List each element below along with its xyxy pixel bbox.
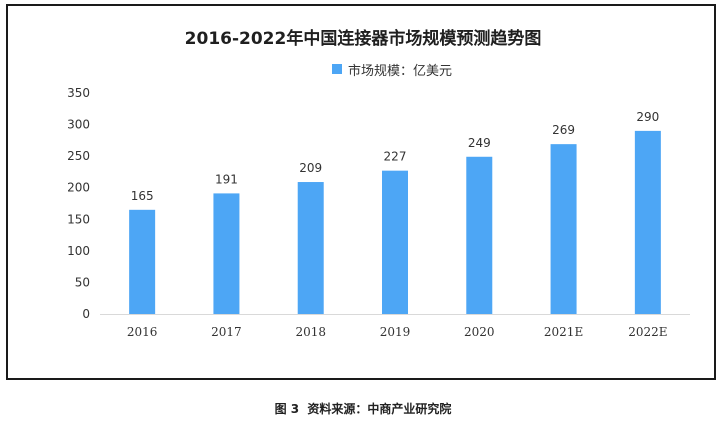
bar xyxy=(466,156,493,314)
legend-label: 市场规模：亿美元 xyxy=(348,64,453,79)
legend: 市场规模：亿美元 xyxy=(332,60,453,79)
y-tick-label: 200 xyxy=(67,181,90,195)
x-tick-label: 2020 xyxy=(464,325,495,339)
data-label: 290 xyxy=(636,110,659,124)
y-tick-label: 150 xyxy=(67,212,90,226)
data-label: 249 xyxy=(468,136,491,150)
x-tick-label: 2022E xyxy=(628,325,667,339)
figure-caption: 图 3 资料来源：中商产业研究院 xyxy=(0,400,726,417)
x-tick-label: 2021E xyxy=(544,325,583,339)
x-tick-label: 2018 xyxy=(295,325,326,339)
legend-swatch xyxy=(332,63,342,74)
chart-title: 2016-2022年中国连接器市场规模预测趋势图 xyxy=(184,29,542,49)
y-tick-label: 50 xyxy=(75,275,90,289)
y-tick-label: 100 xyxy=(67,244,90,258)
y-tick-label: 0 xyxy=(82,307,90,321)
x-tick-label: 2016 xyxy=(127,325,158,339)
bar xyxy=(550,144,577,314)
data-label: 165 xyxy=(131,189,154,203)
bar xyxy=(297,182,324,314)
x-tick-label: 2019 xyxy=(380,325,411,339)
bar xyxy=(382,170,408,314)
y-tick-label: 300 xyxy=(67,118,90,132)
bar xyxy=(634,130,661,314)
data-label: 209 xyxy=(299,161,322,175)
y-tick-label: 250 xyxy=(67,149,90,163)
figure-label: 图 3 xyxy=(274,402,300,416)
data-label: 269 xyxy=(552,123,575,137)
data-label: 227 xyxy=(384,150,407,164)
source-text: 资料来源：中商产业研究院 xyxy=(307,402,452,416)
bar xyxy=(213,193,240,314)
bar xyxy=(129,209,156,314)
data-label: 191 xyxy=(215,172,238,186)
y-tick-label: 350 xyxy=(67,86,90,100)
chart-frame xyxy=(6,4,716,380)
x-tick-label: 2017 xyxy=(211,325,242,339)
